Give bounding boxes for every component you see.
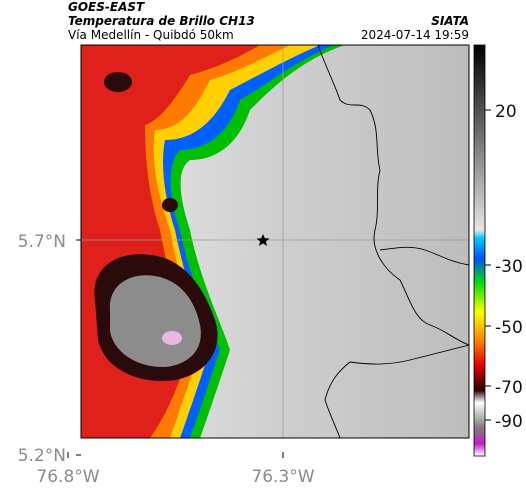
colorbar-label: -30 (495, 257, 523, 277)
cloud-cell-small (162, 198, 178, 212)
convective-core (109, 275, 201, 368)
colorbar-label: -50 (495, 318, 523, 338)
department-boundary-2 (379, 246, 469, 266)
map-plot-area (81, 45, 469, 438)
colorbar (473, 44, 486, 457)
x-tick-label: 76.8°W (36, 467, 99, 487)
map-frame (80, 44, 470, 439)
route-subtitle: Vía Medellín - Quibdó 50km (68, 28, 234, 42)
coldest-top (162, 331, 182, 345)
colorbar-label: 20 (495, 102, 517, 122)
cloud-cell-dark (104, 72, 132, 92)
y-tick-label: 5.7°N (18, 232, 66, 252)
colorbar-label: -70 (495, 378, 523, 398)
colorbar-label: -90 (495, 412, 523, 432)
datetime-label: 2024-07-14 19:59 (360, 28, 469, 42)
x-tick-label: 76.3°W (251, 467, 314, 487)
product-title: Temperatura de Brillo CH13 (68, 14, 255, 28)
star-icon (256, 234, 270, 246)
agency-label: SIATA (431, 14, 469, 28)
satellite-title: GOES-EAST (68, 0, 145, 14)
department-boundary-1 (317, 45, 469, 346)
y-tick-label: 5.2°N (18, 446, 66, 466)
department-boundary-3 (324, 344, 469, 438)
